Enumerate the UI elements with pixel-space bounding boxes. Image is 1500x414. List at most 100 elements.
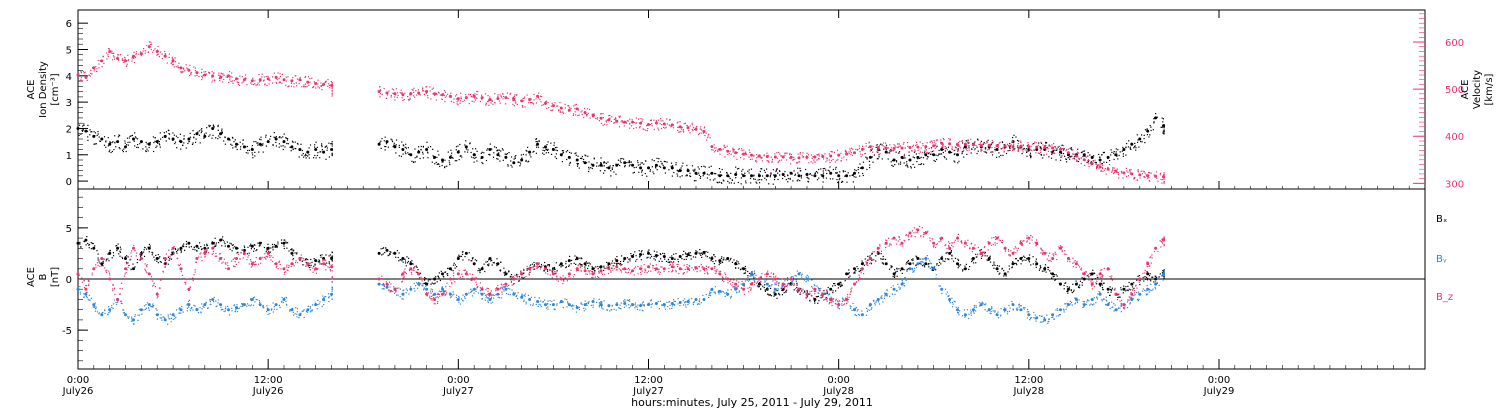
velocity-point-center: [306, 81, 309, 84]
bx-sample: [1156, 277, 1157, 278]
by-sample: [110, 311, 111, 312]
bx-point-center: [195, 245, 198, 248]
density-sample: [291, 150, 292, 151]
velocity-sample: [569, 109, 570, 110]
velocity-sample: [131, 61, 132, 62]
velocity-sample: [433, 88, 434, 89]
velocity-sample: [264, 80, 265, 81]
density-sample: [221, 129, 222, 130]
bx-sample: [554, 267, 555, 268]
density-sample: [745, 182, 746, 183]
density-sample: [637, 160, 638, 161]
velocity-sample: [861, 156, 862, 157]
density-sample: [650, 171, 651, 172]
density-sample: [153, 151, 154, 152]
bx-sample: [695, 250, 696, 251]
bx-sample: [381, 254, 382, 255]
velocity-sample: [245, 79, 246, 80]
velocity-sample: [855, 149, 856, 150]
bx-sample: [469, 252, 470, 253]
velocity-sample: [916, 144, 917, 145]
velocity-sample: [937, 139, 938, 140]
by-point-center: [180, 308, 183, 311]
density-sample: [1151, 130, 1152, 131]
velocity-sample: [597, 117, 598, 118]
density-sample: [519, 162, 520, 163]
velocity-sample: [172, 57, 173, 58]
velocity-sample: [582, 110, 583, 111]
density-sample: [539, 141, 540, 142]
velocity-point-center: [600, 117, 603, 120]
velocity-sample: [205, 71, 206, 72]
velocity-sample: [264, 76, 265, 77]
bx-sample: [257, 243, 258, 244]
velocity-point-center: [893, 147, 896, 150]
density-sample: [206, 127, 207, 128]
velocity-point-center: [774, 156, 777, 159]
velocity-sample: [123, 62, 124, 63]
density-sample: [187, 143, 188, 144]
velocity-sample: [841, 160, 842, 161]
velocity-sample: [560, 111, 561, 112]
velocity-sample: [1164, 177, 1165, 178]
density-sample: [303, 153, 304, 154]
velocity-sample: [418, 89, 419, 90]
velocity-sample: [158, 51, 159, 52]
density-sample: [283, 145, 284, 146]
velocity-sample: [453, 102, 454, 103]
density-sample: [158, 140, 159, 141]
density-sample: [761, 168, 762, 169]
velocity-sample: [975, 145, 976, 146]
velocity-sample: [925, 148, 926, 149]
density-point-center: [275, 138, 278, 141]
velocity-sample: [692, 124, 693, 125]
velocity-sample: [276, 82, 277, 83]
bx-sample: [249, 253, 250, 254]
velocity-sample: [1104, 170, 1105, 171]
density-sample: [984, 142, 985, 143]
density-sample: [787, 175, 788, 176]
velocity-sample: [930, 142, 931, 143]
density-sample: [811, 175, 812, 176]
density-sample: [872, 148, 873, 149]
velocity-sample: [320, 83, 321, 84]
density-sample: [499, 150, 500, 151]
velocity-sample: [332, 82, 333, 83]
density-sample: [451, 153, 452, 154]
bx-sample: [454, 263, 455, 264]
density-sample: [798, 179, 799, 180]
velocity-sample: [573, 115, 574, 116]
density-point-center: [322, 151, 325, 154]
velocity-sample: [736, 159, 737, 160]
density-sample: [456, 146, 457, 147]
bx-sample: [332, 257, 333, 258]
bx-sample: [801, 290, 802, 291]
velocity-sample: [401, 93, 402, 94]
velocity-sample: [732, 148, 733, 149]
velocity-point-center: [1019, 145, 1022, 148]
by-sample: [169, 318, 170, 319]
by-point-center: [140, 308, 143, 311]
density-sample: [790, 178, 791, 179]
density-point-center: [1107, 156, 1110, 159]
density-sample: [153, 142, 154, 143]
velocity-point-center: [148, 45, 151, 48]
velocity-sample: [550, 110, 551, 111]
bx-point: [1051, 272, 1062, 284]
bx-sample: [685, 254, 686, 255]
velocity-sample: [102, 66, 103, 67]
bx-sample: [636, 259, 637, 260]
velocity-sample: [224, 75, 225, 76]
velocity-sample: [254, 83, 255, 84]
velocity-sample: [1059, 146, 1060, 147]
density-point-center: [77, 127, 80, 130]
bx-sample: [447, 273, 448, 274]
by-sample: [171, 321, 172, 322]
bx-sample: [309, 267, 310, 268]
bx-sample: [828, 287, 829, 288]
bx-point-center: [718, 259, 721, 262]
density-sample: [690, 176, 691, 177]
bx-sample: [730, 259, 731, 260]
bx-sample: [964, 266, 965, 267]
density-sample: [555, 147, 556, 148]
